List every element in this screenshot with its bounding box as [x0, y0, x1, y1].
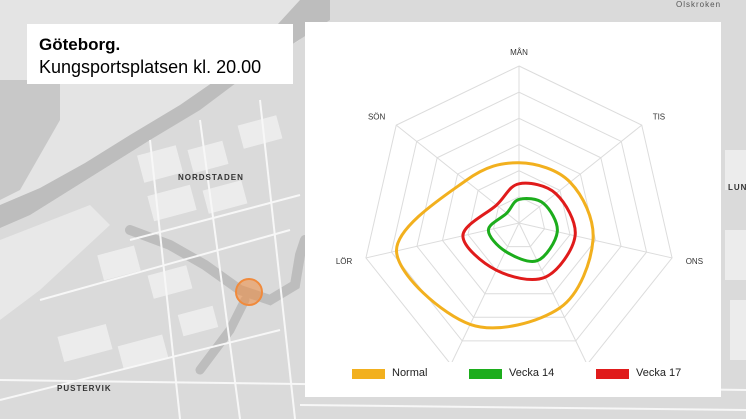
radar-axis-labels: MÅNTISONSTORFRELÖRSÖN: [336, 48, 703, 266]
location-marker: [235, 278, 263, 306]
spoke-4: [451, 222, 520, 362]
grid-ring-3: [441, 143, 597, 295]
radar-spokes: [365, 66, 673, 362]
radar-series: [394, 161, 595, 330]
axis-label-2: ONS: [686, 257, 703, 266]
spoke-3: [518, 222, 587, 362]
spoke-2: [518, 222, 673, 259]
grid-ring-6: [365, 65, 673, 362]
series-line-vecka-17: [461, 181, 577, 281]
legend-label-normal: Normal: [392, 367, 428, 379]
axis-label-5: LÖR: [336, 257, 353, 266]
radar-chart: MÅNTISONSTORFRELÖRSÖN: [336, 48, 703, 362]
map-label-lun: LUN: [728, 183, 746, 192]
canal-2: [195, 295, 250, 375]
river: [0, 0, 330, 228]
title-card: Göteborg. Kungsportsplatsen kl. 20.00: [27, 24, 293, 84]
map-label-nordstaden: NORDSTADEN: [178, 173, 244, 182]
pier-left: [0, 80, 60, 200]
axis-label-6: SÖN: [368, 112, 386, 121]
map-label-olskroken: Olskroken: [676, 0, 722, 9]
legend-swatch-vecka-17: [596, 369, 629, 379]
map-label-pustervik: PUSTERVIK: [57, 384, 112, 393]
pier-bottom-left: [0, 205, 110, 320]
series-line-vecka-14: [486, 197, 559, 263]
spoke-5: [365, 222, 520, 259]
grid-ring-4: [416, 117, 622, 318]
grid-ring-1: [492, 196, 546, 248]
axis-label-1: TIS: [653, 112, 665, 121]
city-title: Göteborg.: [39, 35, 121, 54]
spoke-1: [518, 124, 643, 224]
legend-label-vecka-17: Vecka 17: [636, 367, 682, 379]
chart-legend: Normal Vecka 14 Vecka 17: [305, 366, 721, 384]
radar-grid: [365, 65, 673, 362]
spoke-6: [395, 124, 520, 224]
location-subtitle: Kungsportsplatsen kl. 20.00: [39, 57, 262, 77]
legend-swatch-normal: [352, 369, 385, 379]
chart-panel: MÅNTISONSTORFRELÖRSÖN Normal Vecka 14 Ve…: [305, 22, 721, 397]
legend-swatch-vecka-14: [469, 369, 502, 379]
grid-ring-5: [390, 91, 648, 342]
series-line-normal: [394, 161, 595, 330]
axis-label-0: MÅN: [510, 48, 528, 57]
legend-label-vecka-14: Vecka 14: [509, 367, 555, 379]
